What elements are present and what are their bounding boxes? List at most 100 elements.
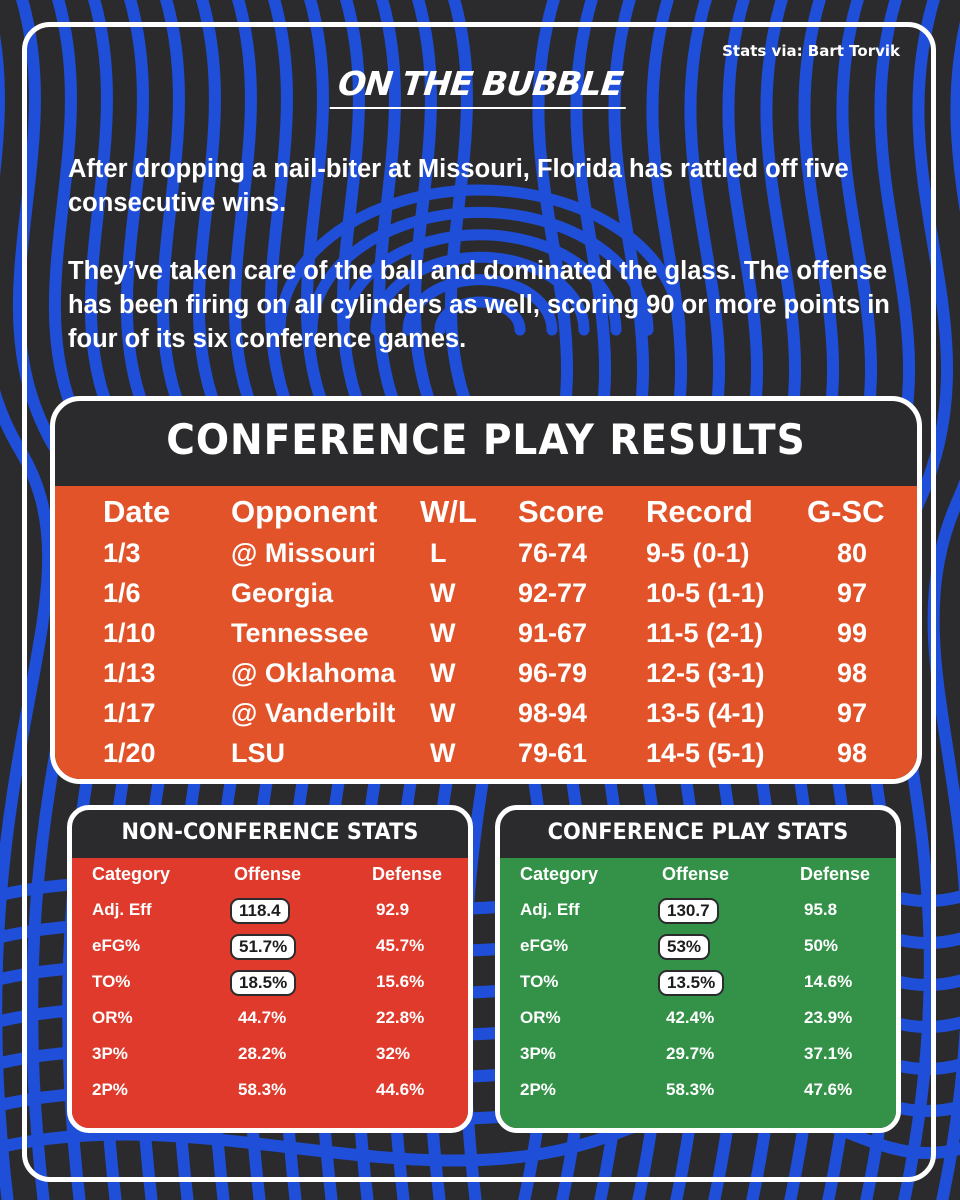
conf-cell-defense: 23.9% [804, 1008, 853, 1027]
results-cell-wl: W [430, 738, 456, 768]
conf-cell-category: eFG% [520, 936, 569, 955]
nonconf-header-defense: Defense [372, 864, 443, 884]
nonconference-stats-panel: NON-CONFERENCE STATS Category Offense Defe… [67, 805, 473, 1133]
results-cell-opponent: Tennessee [231, 618, 369, 648]
conf-header-offense: Offense [662, 864, 730, 884]
conf-cell-category: Adj. Eff [520, 900, 580, 919]
results-cell-score: 79-61 [518, 738, 588, 768]
nonconf-cell-offense: 28.2% [238, 1044, 287, 1063]
brand-header: ON THE BUBBLE [0, 64, 960, 109]
nonconf-offense-value: 18.5% [230, 970, 297, 996]
results-header-score: Score [518, 494, 605, 529]
results-header-date: Date [103, 494, 171, 529]
results-header-opponent: Opponent [231, 494, 378, 529]
results-cell-score: 98-94 [518, 698, 588, 728]
results-cell-record: 14-5 (5-1) [646, 738, 765, 768]
results-cell-score: 91-67 [518, 618, 588, 648]
results-cell-date: 1/10 [103, 618, 156, 648]
nonconf-offense-highlight: 51.7% [230, 934, 297, 960]
results-cell-record: 11-5 (2-1) [646, 618, 764, 648]
nonconf-cell-defense: 44.6% [376, 1080, 425, 1099]
nonconf-cell-category: OR% [92, 1008, 133, 1027]
results-cell-opponent: @ Missouri [231, 538, 376, 568]
results-cell-date: 1/20 [103, 738, 156, 768]
source-credit: Stats via: Bart Torvik [722, 42, 900, 60]
results-cell-date: 1/6 [103, 578, 141, 608]
conf-cell-offense: 58.3% [666, 1080, 715, 1099]
conference-stats-title: CONFERENCE PLAY STATS [547, 820, 849, 845]
intro-paragraph-1: After dropping a nail-biter at Missouri,… [68, 155, 849, 217]
results-header-wl: W/L [420, 494, 477, 529]
results-cell-date: 1/17 [103, 698, 156, 728]
intro-text: After dropping a nail-biter at Missouri,… [68, 152, 898, 390]
conference-stats-table: Category Offense Defense Adj. Eff 130.7 95.8 e… [500, 858, 896, 1128]
results-cell-opponent: LSU [231, 738, 285, 768]
results-cell-gsc: 99 [837, 618, 868, 648]
nonconf-cell-offense: 58.3% [238, 1080, 287, 1099]
conf-cell-defense: 50% [804, 936, 839, 955]
conf-header-defense: Defense [800, 864, 871, 884]
nonconf-offense-highlight: 118.4 [230, 898, 290, 924]
brand-logo: ON THE BUBBLE [329, 64, 631, 109]
results-cell-gsc: 97 [837, 578, 868, 608]
results-cell-opponent: @ Vanderbilt [231, 698, 396, 728]
nonconf-cell-category: eFG% [92, 936, 141, 955]
results-header-gsc: G-SC [807, 494, 885, 529]
conf-cell-defense: 14.6% [804, 972, 853, 991]
results-cell-wl: W [430, 618, 456, 648]
conf-cell-offense: 29.7% [666, 1044, 715, 1063]
nonconf-header-offense: Offense [234, 864, 302, 884]
results-cell-gsc: 98 [837, 658, 868, 688]
nonconf-cell-defense: 22.8% [376, 1008, 425, 1027]
conf-cell-category: 3P% [520, 1044, 556, 1063]
conf-offense-highlight: 130.7 [658, 898, 719, 924]
conf-offense-value: 13.5% [658, 970, 725, 996]
results-cell-wl: W [430, 698, 456, 728]
results-cell-date: 1/3 [103, 538, 141, 568]
results-cell-gsc: 80 [837, 538, 868, 568]
conf-cell-offense: 42.4% [666, 1008, 715, 1027]
results-cell-wl: W [430, 578, 456, 608]
nonconference-stats-table: Category Offense Defense Adj. Eff 118.4 92.9 e… [72, 858, 468, 1128]
results-cell-score: 92-77 [518, 578, 588, 608]
nonconf-cell-offense: 44.7% [238, 1008, 287, 1027]
conference-stats-panel: CONFERENCE PLAY STATS Category Offense Def… [495, 805, 901, 1133]
intro-paragraph-2: They’ve taken care of the ball and domin… [68, 257, 890, 353]
nonconf-cell-category: TO% [92, 972, 131, 991]
conf-offense-highlight: 13.5% [658, 970, 725, 996]
nonconf-cell-category: 2P% [92, 1080, 128, 1099]
results-cell-record: 9-5 (0-1) [646, 538, 750, 568]
results-cell-record: 12-5 (3-1) [646, 658, 765, 688]
results-header-record: Record [646, 494, 753, 529]
nonconf-cell-category: 3P% [92, 1044, 128, 1063]
results-title: CONFERENCE PLAY RESULTS [166, 415, 806, 464]
results-table: Date Opponent W/L Score Record G-SC 1/3 @… [55, 486, 917, 779]
conf-header-category: Category [520, 864, 599, 884]
results-cell-score: 76-74 [518, 538, 588, 568]
conf-cell-category: 2P% [520, 1080, 556, 1099]
conf-cell-defense: 47.6% [804, 1080, 853, 1099]
nonconf-cell-defense: 15.6% [376, 972, 425, 991]
conf-offense-value: 53% [658, 934, 711, 960]
results-cell-gsc: 98 [837, 738, 868, 768]
results-cell-date: 1/13 [103, 658, 156, 688]
conf-cell-defense: 37.1% [804, 1044, 853, 1063]
results-panel: CONFERENCE PLAY RESULTS Date Opponent W/… [50, 396, 922, 784]
results-cell-record: 10-5 (1-1) [646, 578, 765, 608]
results-cell-opponent: Georgia [231, 578, 334, 608]
results-cell-gsc: 97 [837, 698, 868, 728]
nonconf-offense-value: 51.7% [230, 934, 297, 960]
nonconf-header-category: Category [92, 864, 171, 884]
nonconference-stats-title: NON-CONFERENCE STATS [121, 820, 419, 845]
results-cell-score: 96-79 [518, 658, 588, 688]
outer-frame [22, 22, 936, 1182]
nonconf-cell-defense: 32% [376, 1044, 411, 1063]
results-cell-wl: W [430, 658, 456, 688]
nonconf-cell-defense: 92.9 [376, 900, 410, 919]
results-cell-record: 13-5 (4-1) [646, 698, 765, 728]
conf-cell-category: TO% [520, 972, 559, 991]
conf-cell-defense: 95.8 [804, 900, 838, 919]
conf-offense-value: 130.7 [658, 898, 719, 924]
nonconf-offense-highlight: 18.5% [230, 970, 297, 996]
results-cell-wl: L [430, 538, 447, 568]
